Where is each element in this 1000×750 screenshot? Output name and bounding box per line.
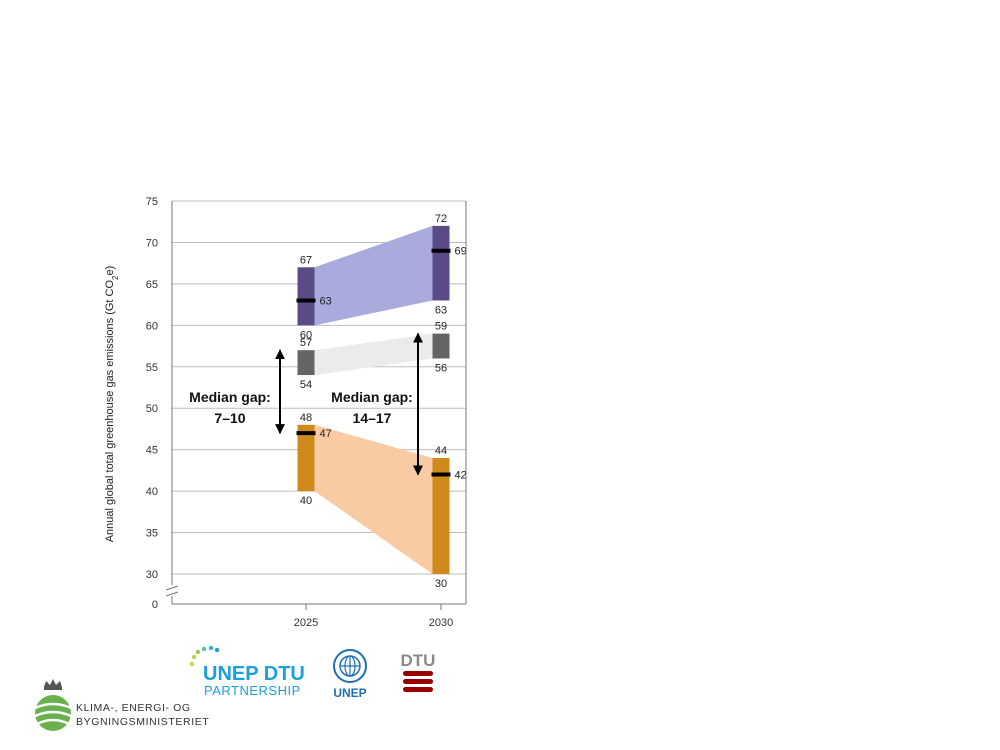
dtu-text: DTU [401,651,436,670]
crown-globe-icon [34,679,72,731]
high-value-label: 48 [300,412,312,424]
high-value-label: 57 [300,337,312,349]
globe-wreath-icon [333,649,367,683]
median-gap-range: 7–10 [214,410,245,426]
median-value-label: 69 [455,246,467,258]
range-bar-bottom-2025 [297,424,315,492]
range-bar-top-2030 [432,225,450,301]
median-gap-label: Median gap: [331,389,413,405]
y-tick-label: 0 [152,599,158,611]
low-value-label: 60 [300,329,312,341]
axis-break-icon [165,585,179,597]
range-band-top [314,225,433,326]
ministry-logo: KLIMA-, ENERGI- OG BYGNINGSMINISTERIET [34,679,209,731]
axes: 0 30 35 40 45 50 55 60 65 70 75 2025 2030 [146,196,467,629]
unep-dtu-partnership-logo: UNEP DTU PARTNERSHIP [189,645,305,698]
value-labels: 67 60 63 72 63 69 57 54 59 56 48 40 47 44 30 42 [296,213,467,590]
median-gap-label: Median gap: [189,389,271,405]
low-value-label: 56 [435,362,447,374]
y-tick-label: 30 [146,569,158,581]
range-bar-top-2025 [297,267,315,326]
median-value-label: 42 [455,470,467,482]
dtu-waves-icon [403,671,433,692]
high-value-label: 44 [435,445,447,457]
high-value-label: 67 [300,254,312,266]
high-value-label: 72 [435,213,447,225]
y-tick-label: 45 [146,445,158,457]
range-bands [314,225,433,574]
y-tick-label: 65 [146,279,158,291]
dtu-logo: DTU [401,651,436,692]
ministry-name-line2: BYGNINGSMINISTERIET [76,716,209,728]
range-band-bottom [314,424,433,574]
unep-text: UNEP [333,686,366,700]
low-value-label: 40 [300,495,312,507]
range-bars [297,225,450,574]
x-tick-label: 2025 [294,617,318,629]
high-value-label: 59 [435,321,447,333]
y-tick-label: 70 [146,237,158,249]
range-band-middle [314,333,433,376]
dots-arc-icon [189,645,220,667]
unep-logo: UNEP [333,649,367,700]
median-value-label: 63 [320,295,332,307]
low-value-label: 63 [435,304,447,316]
x-tick-label: 2030 [429,617,453,629]
median-value-label: 47 [320,428,332,440]
median-gaps: Median gap: 7–10 Median gap: 14–17 [189,332,423,476]
low-value-label: 30 [435,578,447,590]
y-tick-label: 40 [146,486,158,498]
range-bar-middle-2025 [297,350,315,376]
low-value-label: 54 [300,379,312,391]
unep-dtu-text: UNEP DTU [203,663,305,685]
y-tick-label: 60 [146,320,158,332]
y-tick-label: 35 [146,528,158,540]
y-tick-label: 75 [146,196,158,208]
y-tick-label: 50 [146,403,158,415]
range-bar-middle-2030 [432,333,450,359]
partnership-text: PARTNERSHIP [204,683,301,698]
ministry-name-line1: KLIMA-, ENERGI- OG [76,702,191,714]
y-axis-label: Annual global total greenhouse gas emiss… [104,266,120,543]
median-gap-range: 14–17 [353,410,392,426]
y-tick-label: 55 [146,362,158,374]
range-bar-bottom-2030 [432,457,450,574]
